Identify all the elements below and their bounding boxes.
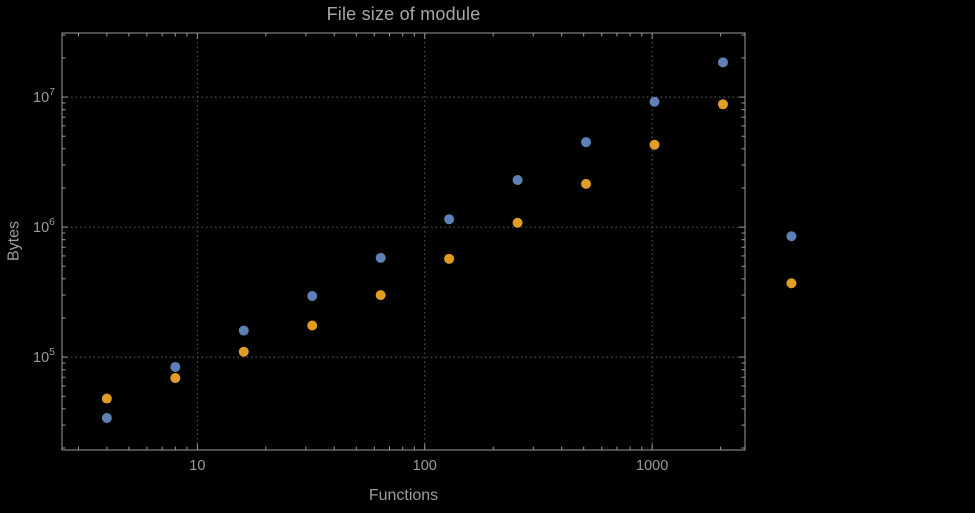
data-point-orange: [101, 393, 112, 404]
data-point-blue: [375, 252, 386, 263]
data-point-orange: [307, 320, 318, 331]
data-point-orange: [649, 139, 660, 150]
data-point-blue: [170, 361, 181, 372]
plot-frame: [61, 32, 746, 451]
data-point-blue: [307, 291, 318, 302]
y-tick-label: 106: [33, 216, 55, 236]
y-axis-label: Bytes: [5, 221, 23, 262]
data-point-blue: [101, 413, 112, 424]
x-tick-label: 100: [413, 458, 437, 474]
data-point-orange: [238, 346, 249, 357]
data-point-orange: [786, 278, 797, 289]
x-tick-label: 10: [189, 458, 205, 474]
data-point-orange: [581, 178, 592, 189]
chart-title: File size of module: [326, 4, 481, 24]
x-axis-label: Functions: [368, 487, 439, 504]
y-tick-label: 107: [33, 86, 55, 106]
data-point-blue: [444, 214, 455, 225]
data-point-blue: [649, 96, 660, 107]
data-point-blue: [512, 175, 523, 186]
y-tick-label: 105: [33, 346, 55, 366]
data-point-orange: [717, 99, 728, 110]
data-point-blue: [581, 137, 592, 148]
data-point-orange: [170, 373, 181, 384]
data-point-orange: [375, 290, 386, 301]
x-tick-label: 1000: [636, 458, 668, 474]
data-point-blue: [238, 325, 249, 336]
data-point-blue: [786, 231, 797, 242]
data-point-blue: [717, 57, 728, 68]
data-point-orange: [512, 217, 523, 228]
data-point-orange: [444, 253, 455, 264]
